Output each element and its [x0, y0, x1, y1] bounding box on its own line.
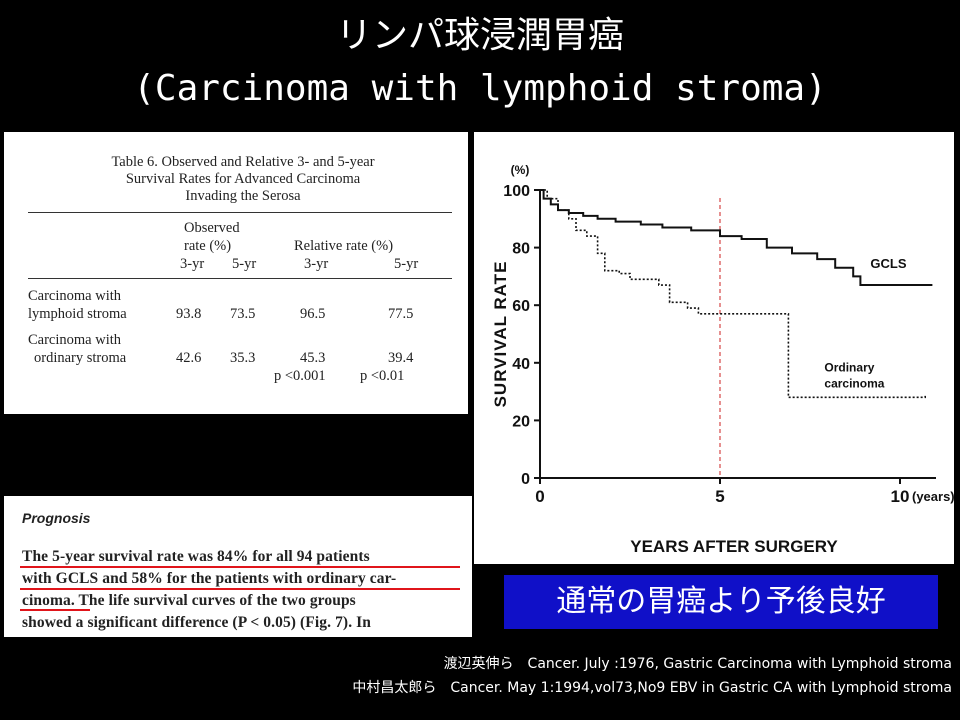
- table-cell: 73.5: [230, 306, 256, 322]
- prognosis-line: with GCLS and 58% for the patients with …: [22, 570, 397, 587]
- y-axis-title: SURVIVAL RATE: [491, 261, 510, 408]
- y-tick-label: 80: [512, 241, 530, 258]
- x-tick-label: 0: [535, 487, 544, 506]
- y-tick-label: 40: [512, 356, 530, 373]
- reference-line: 渡辺英伸ら Cancer. July :1976, Gastric Carcin…: [443, 656, 952, 672]
- x-tick-label: 5: [715, 487, 724, 506]
- y-unit-label: (%): [511, 163, 530, 177]
- chart-axes: [534, 189, 936, 484]
- p-value: p <0.01: [360, 368, 405, 384]
- ordinary-carcinoma-curve: [540, 189, 926, 399]
- slide-subtitle: (Carcinoma with lymphoid stroma): [133, 68, 827, 109]
- x-axis-title: YEARS AFTER SURGERY: [630, 537, 838, 556]
- table-cell: 77.5: [388, 306, 414, 322]
- chart-labels: 0 20 40 60 80 100 0 5 10 (%) (years) SURVIVAL RATE Y…: [491, 163, 955, 556]
- header-observed: rate (%): [184, 238, 232, 254]
- prognosis-line: cinoma. The life survival curves of the …: [22, 592, 356, 609]
- table-caption-line: Survival Rates for Advanced Carcinoma: [125, 171, 361, 187]
- series-label-gcls: GCLS: [870, 256, 906, 271]
- x-tick-label: 10: [891, 487, 910, 506]
- table-rule: [28, 278, 452, 279]
- highlight-underline: [20, 609, 90, 611]
- prognosis-line: showed a significant difference (P < 0.0…: [22, 614, 371, 631]
- row-label: lymphoid stroma: [28, 306, 127, 322]
- subheader-cell: 3-yr: [180, 256, 205, 272]
- table-caption-line: Table 6. Observed and Relative 3- and 5-…: [111, 154, 375, 170]
- table-cell: 39.4: [388, 350, 414, 366]
- table-cell: 35.3: [230, 350, 256, 366]
- p-value: p <0.001: [274, 368, 326, 384]
- highlight-underline: [20, 566, 460, 568]
- y-tick-label: 100: [503, 183, 530, 200]
- survival-chart-svg: 0 20 40 60 80 100 0 5 10 (%) (years) SURVIVAL RATE Y…: [491, 163, 955, 556]
- subheader-cell: 5-yr: [232, 256, 257, 272]
- y-tick-label: 60: [512, 298, 530, 315]
- survival-chart: 0 20 40 60 80 100 0 5 10 (%) (years) SURVIVAL RATE Y…: [474, 132, 955, 564]
- y-tick-label: 0: [521, 471, 530, 488]
- highlight-underline: [20, 588, 460, 590]
- table-cell: 96.5: [300, 306, 326, 322]
- survival-table-figure: Table 6. Observed and Relative 3- and 5-…: [4, 132, 468, 414]
- row-label: Carcinoma with: [28, 288, 122, 304]
- subheader-cell: 5-yr: [394, 256, 419, 272]
- series-label-ordinary: Ordinary: [824, 360, 874, 374]
- series-label-ordinary: carcinoma: [824, 376, 884, 390]
- y-tick-label: 20: [512, 413, 530, 430]
- table-cell: 45.3: [300, 350, 326, 366]
- table-caption-line: Invading the Serosa: [185, 188, 301, 204]
- row-label: Carcinoma with: [28, 332, 122, 348]
- subheader-cell: 3-yr: [304, 256, 329, 272]
- table-rule: [28, 212, 452, 213]
- slide-title: リンパ球浸潤胃癌: [335, 15, 624, 56]
- prognosis-excerpt: Prognosis The 5-year survival rate was 8…: [4, 496, 472, 637]
- prognosis-heading: Prognosis: [22, 510, 91, 526]
- reference-line: 中村昌太郎ら Cancer. May 1:1994,vol73,No9 EBV …: [352, 680, 952, 696]
- table-cell: 93.8: [176, 306, 202, 322]
- table-cell: 42.6: [176, 350, 202, 366]
- header-relative: Relative rate (%): [294, 238, 394, 254]
- gcls-curve: [540, 189, 933, 287]
- row-label: ordinary stroma: [34, 350, 127, 366]
- x-unit-label: (years): [912, 489, 954, 504]
- table-caption: Table 6. Observed and Relative 3- and 5-…: [28, 154, 458, 205]
- prognosis-line: The 5-year survival rate was 84% for all…: [22, 548, 370, 565]
- header-observed: Observed: [184, 220, 240, 236]
- prognosis-banner: 通常の胃癌より予後良好: [504, 575, 938, 629]
- chart-series: [540, 189, 933, 399]
